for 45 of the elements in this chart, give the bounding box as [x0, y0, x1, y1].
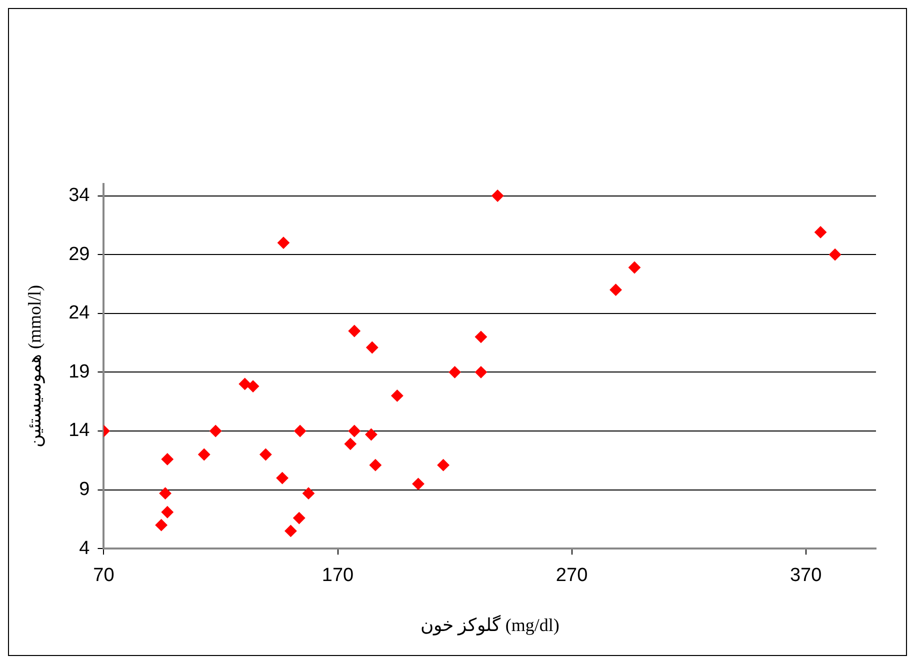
point	[369, 459, 382, 472]
point	[348, 424, 360, 437]
point	[628, 262, 640, 274]
point	[260, 448, 272, 461]
point	[348, 325, 360, 338]
point	[492, 190, 504, 202]
point	[366, 341, 378, 354]
point	[437, 459, 450, 472]
point	[198, 448, 210, 461]
point	[159, 487, 172, 500]
y-tick-label: 29	[68, 244, 90, 265]
point	[344, 438, 356, 450]
y-tick-label: 19	[68, 361, 90, 382]
y-tick-label: 9	[79, 479, 90, 500]
point	[829, 248, 842, 261]
y-tick-label: 14	[68, 420, 90, 442]
x-tick-label: 270	[556, 565, 588, 586]
y-axis-title: هموسیستئین (mmol/l)	[24, 285, 46, 448]
x-tick-label: 70	[93, 565, 114, 586]
point	[276, 472, 288, 484]
x-tick-label: 370	[790, 565, 822, 586]
point	[610, 284, 622, 296]
point	[294, 424, 306, 437]
point	[293, 512, 306, 524]
point	[277, 236, 290, 249]
point	[412, 478, 424, 490]
y-tick-label: 34	[68, 184, 90, 206]
point	[391, 390, 404, 402]
point	[161, 453, 174, 466]
point	[155, 519, 168, 532]
x-axis-title: گلوکز خون (mg/dl)	[420, 614, 560, 636]
point	[365, 428, 378, 441]
point	[161, 506, 174, 518]
point	[210, 424, 222, 437]
point	[474, 330, 487, 343]
point	[247, 380, 260, 392]
point	[284, 524, 297, 537]
y-tick-label: 4	[79, 538, 90, 559]
point	[448, 366, 461, 378]
y-tick-label: 24	[68, 302, 90, 324]
point	[474, 366, 487, 378]
x-tick-label: 170	[322, 565, 354, 586]
point	[814, 226, 827, 238]
point	[238, 378, 251, 390]
point	[302, 487, 314, 500]
